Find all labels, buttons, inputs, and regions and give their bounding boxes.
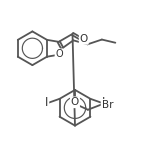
- Text: I: I: [102, 96, 105, 109]
- Text: O: O: [80, 34, 88, 44]
- Text: I: I: [45, 96, 48, 109]
- Text: Br: Br: [102, 100, 113, 110]
- Text: O: O: [56, 49, 63, 59]
- Text: O: O: [71, 97, 79, 107]
